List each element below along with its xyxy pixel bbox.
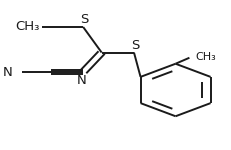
Text: N: N bbox=[3, 66, 13, 78]
Text: CH₃: CH₃ bbox=[15, 20, 39, 33]
Text: N: N bbox=[77, 74, 87, 87]
Text: CH₃: CH₃ bbox=[195, 52, 216, 62]
Text: S: S bbox=[131, 39, 139, 52]
Text: S: S bbox=[80, 13, 88, 26]
